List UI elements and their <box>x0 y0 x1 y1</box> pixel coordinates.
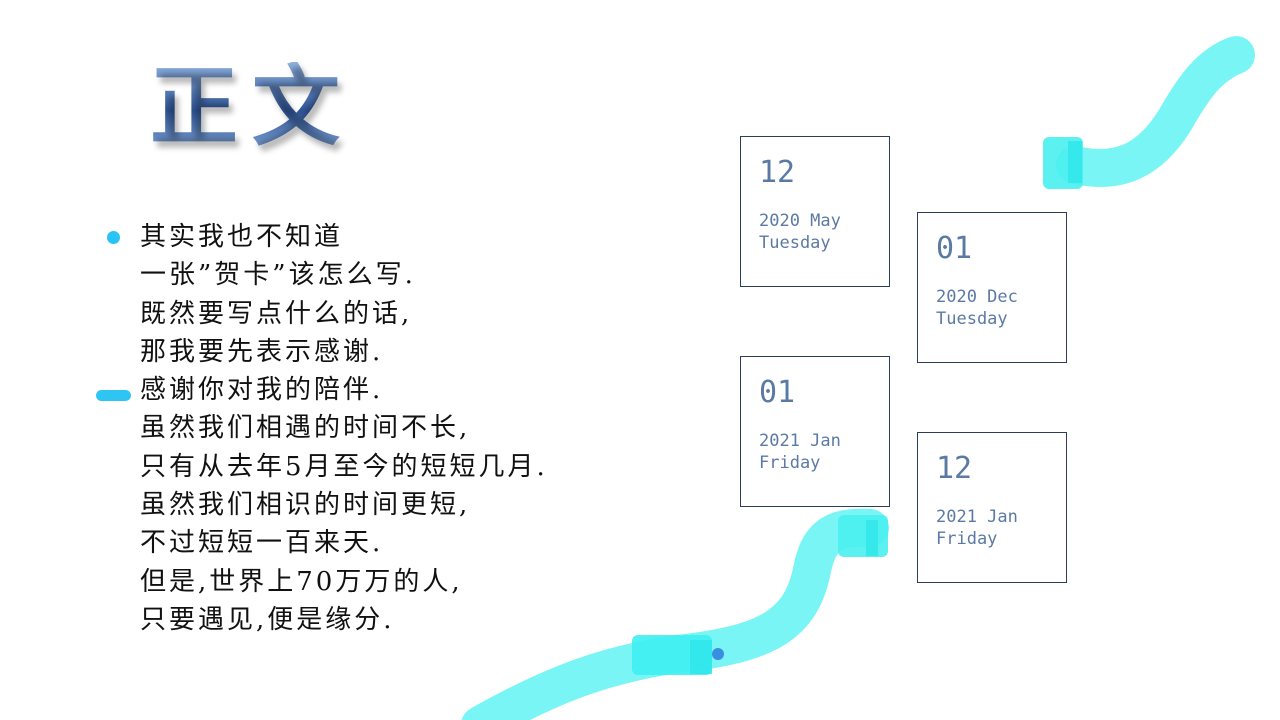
bullet-dot-icon <box>107 231 120 244</box>
date-weekday: Friday <box>759 452 841 474</box>
date-day: 12 <box>936 451 972 486</box>
date-weekday: Tuesday <box>759 232 841 254</box>
text-line: 只要遇见,便是缘分. <box>140 601 548 639</box>
date-day: 01 <box>936 231 972 266</box>
text-line: 其实我也不知道 <box>140 218 548 256</box>
date-year-month: 2021 Jan <box>936 506 1018 528</box>
brush-tip-mid <box>838 515 888 557</box>
brush-dot <box>712 648 724 660</box>
brush-stroke-top <box>1075 55 1236 168</box>
body-text: 其实我也不知道 一张”贺卡”该怎么写. 既然要写点什么的话, 那我要先表示感谢.… <box>140 218 548 639</box>
text-line: 一张”贺卡”该怎么写. <box>140 256 548 294</box>
date-year-month: 2020 Dec <box>936 286 1018 308</box>
date-day: 12 <box>759 155 795 190</box>
text-line: 虽然我们相遇的时间不长, <box>140 409 548 447</box>
date-day: 01 <box>759 375 795 410</box>
date-card: 12 2020 May Tuesday <box>740 136 890 287</box>
date-card: 01 2020 Dec Tuesday <box>917 212 1067 363</box>
date-weekday: Friday <box>936 528 1018 550</box>
date-weekday: Tuesday <box>936 308 1018 330</box>
page-title: 正文 <box>150 62 354 150</box>
date-year-month: 2020 May <box>759 210 841 232</box>
date-card: 12 2021 Jan Friday <box>917 432 1067 583</box>
text-line: 虽然我们相识的时间更短, <box>140 486 548 524</box>
text-line: 不过短短一百来天. <box>140 524 548 562</box>
date-year-month: 2021 Jan <box>759 430 841 452</box>
date-card: 01 2021 Jan Friday <box>740 356 890 507</box>
text-line: 那我要先表示感谢. <box>140 333 548 371</box>
text-line: 只有从去年5月至今的短短几月. <box>140 448 548 486</box>
bullet-dash-icon <box>96 390 131 401</box>
text-line: 感谢你对我的陪伴. <box>140 371 548 409</box>
text-line: 既然要写点什么的话, <box>140 295 548 333</box>
text-line: 但是,世界上70万万的人, <box>140 563 548 601</box>
